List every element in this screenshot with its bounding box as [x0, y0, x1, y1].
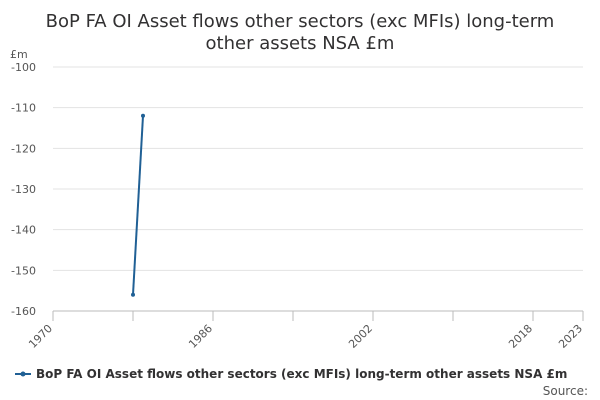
y-axis-ticks: -100 -110 -120 -130 -140 -150 -160 — [11, 61, 36, 318]
y-tick-label: -150 — [11, 264, 36, 277]
chart-title-line-1: BoP FA OI Asset flows other sectors (exc… — [46, 11, 555, 32]
legend[interactable]: BoP FA OI Asset flows other sectors (exc… — [15, 367, 567, 381]
x-tick-label: 2018 — [506, 322, 535, 351]
series-lines — [131, 113, 145, 297]
y-tick-label: -160 — [11, 305, 36, 318]
y-tick-label: -100 — [11, 61, 36, 74]
y-tick-label: -130 — [11, 183, 36, 196]
y-axis-unit-label: £m — [10, 48, 28, 61]
y-tick-label: -140 — [11, 224, 36, 237]
y-tick-label: -120 — [11, 142, 36, 155]
x-tick-label: 1970 — [26, 322, 55, 351]
x-tick-label: 2023 — [556, 322, 585, 351]
x-tick-label: 2002 — [346, 322, 375, 351]
legend-swatch-marker — [20, 371, 26, 377]
gridlines — [53, 66, 583, 312]
y-tick-label: -110 — [11, 102, 36, 115]
series-line[interactable] — [132, 115, 144, 295]
data-point[interactable] — [141, 113, 145, 118]
source-label: Source: — [543, 384, 588, 398]
data-point[interactable] — [131, 292, 135, 297]
x-axis: 1970 1986 2002 2018 2023 — [26, 310, 585, 351]
chart-title-line-2: other assets NSA £m — [206, 33, 395, 54]
legend-label: BoP FA OI Asset flows other sectors (exc… — [36, 367, 567, 381]
x-tick-label: 1986 — [186, 322, 215, 351]
